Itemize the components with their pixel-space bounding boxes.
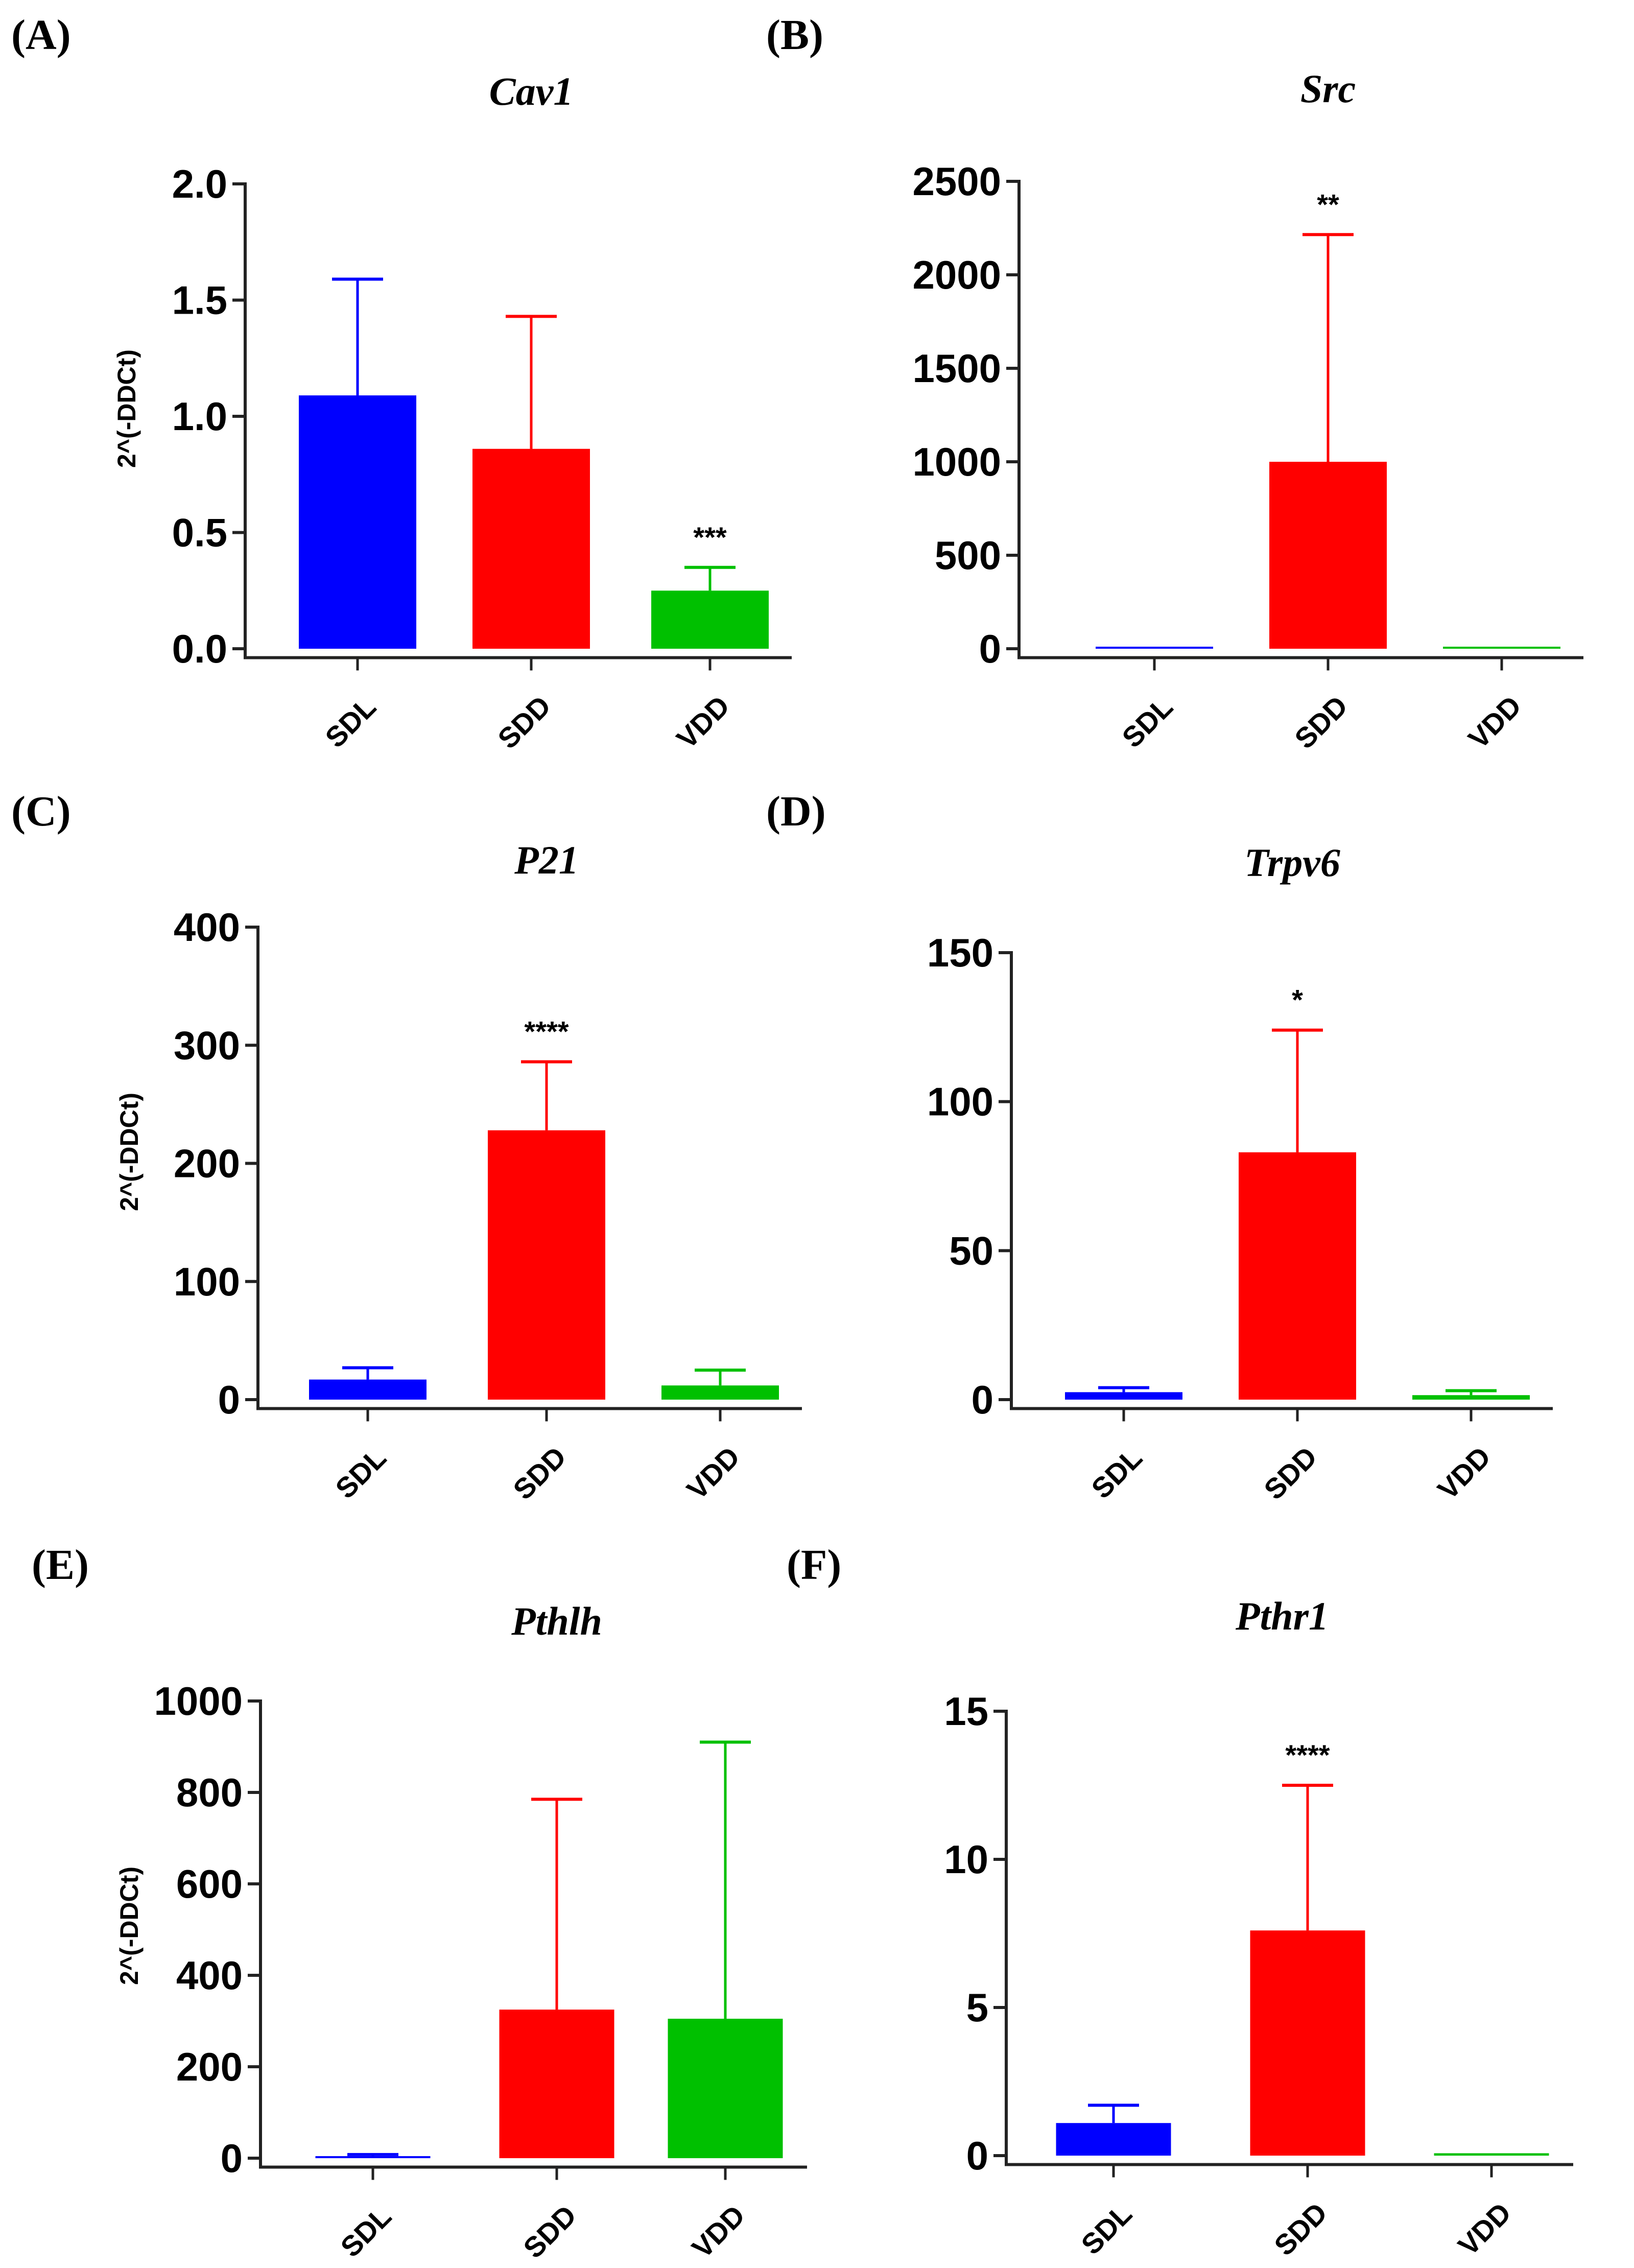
x-tick-label-vdd: VDD [1462, 690, 1527, 755]
bar-sdd [1269, 462, 1387, 649]
y-tick-label: 50 [949, 1228, 993, 1273]
y-tick-label: 400 [176, 1953, 243, 1998]
significance-marker: **** [524, 1015, 569, 1048]
panel-label: (E) [32, 1541, 89, 1589]
chart-title: Trpv6 [1244, 840, 1340, 885]
bar-sdl [1056, 2123, 1171, 2156]
chart-title: Cav1 [489, 69, 574, 113]
x-tick-label-sdl: SDL [1116, 691, 1179, 754]
y-tick-label: 5 [966, 1985, 988, 2030]
y-tick-label: 150 [927, 930, 993, 975]
y-tick-label: 600 [176, 1861, 243, 1906]
bar-vdd [1434, 2153, 1549, 2156]
x-tick-label-vdd: VDD [1452, 2196, 1517, 2262]
bar-sdd [1250, 1930, 1365, 2156]
bar-sdl [309, 1379, 427, 1400]
panel-f: (F) Pthr1 0 5 10 15 SDL **** SDD VDD [766, 1527, 1573, 2268]
bar-sdd [1239, 1152, 1356, 1400]
x-tick-label-sdl: SDL [319, 691, 382, 754]
y-tick-label: 2000 [912, 252, 1001, 297]
bar-sdl [1096, 647, 1213, 649]
x-tick-label-sdd: SDD [507, 1440, 572, 1506]
x-tick-label-vdd: VDD [685, 2199, 751, 2264]
x-tick-label-sdd: SDD [491, 690, 557, 755]
panel-b: (B) Src 0 500 1000 1500 2000 2500 SDL ** SDD VDD [766, 0, 1583, 755]
bar-sdl [315, 2156, 431, 2158]
y-tick-label: 1.0 [172, 394, 227, 439]
x-tick-label-sdl: SDL [1075, 2198, 1138, 2261]
y-tick-label: 2500 [912, 159, 1001, 204]
x-tick-label-sdl: SDL [329, 1442, 392, 1505]
bar-vdd [651, 590, 769, 649]
chart-src: Src 0 500 1000 1500 2000 2500 SDL ** SDD VDD [912, 66, 1583, 755]
y-tick-label: 0.0 [172, 626, 227, 671]
y-tick-label: 100 [174, 1259, 240, 1304]
panel-d: (D) Trpv6 0 50 100 150 SDL * SDD VDD [766, 771, 1563, 1512]
panel-label: (F) [787, 1541, 842, 1589]
y-tick-label: 0 [221, 2136, 243, 2181]
y-tick-label: 1000 [912, 439, 1001, 484]
chart-pthr1: Pthr1 0 5 10 15 SDL **** SDD VDD [944, 1594, 1573, 2262]
y-tick-label: 200 [176, 2044, 243, 2089]
x-tick-label-sdd: SDD [517, 2199, 582, 2264]
panel-e: (E) Pthlh 0 200 400 600 800 1000 2^(-DDCt) SDL SD… [0, 1527, 807, 2268]
panel-label: (A) [11, 11, 71, 59]
y-tick-label: 1.5 [172, 278, 227, 323]
chart-title: Pthr1 [1235, 1594, 1329, 1638]
chart-pthlh: Pthlh 0 200 400 600 800 1000 2^(-DDCt) SDL SDD VDD [115, 1599, 807, 2264]
y-tick-label: 0 [966, 2133, 988, 2178]
x-tick-label-vdd: VDD [680, 1440, 746, 1506]
y-tick-label: 0 [218, 1377, 240, 1422]
bar-vdd [661, 1385, 779, 1400]
y-tick-label: 300 [174, 1023, 240, 1068]
bar-vdd [1412, 1395, 1530, 1400]
y-tick-label: 100 [927, 1079, 993, 1124]
y-tick-label: 0.5 [172, 510, 227, 555]
chart-p21: P21 0 100 200 300 400 2^(-DDCt) SDL **** SDD VDD [115, 838, 802, 1506]
significance-marker: **** [1285, 1739, 1330, 1771]
x-tick-label-sdl: SDL [1085, 1442, 1148, 1505]
bar-vdd [668, 2019, 783, 2158]
bar-sdl [299, 395, 416, 649]
y-tick-label: 0 [979, 626, 1001, 671]
panel-label: (D) [766, 788, 826, 835]
panel-label: (C) [11, 788, 71, 835]
y-tick-label: 800 [176, 1770, 243, 1815]
y-tick-label: 2.0 [172, 161, 227, 206]
chart-trpv6: Trpv6 0 50 100 150 SDL * SDD VDD [927, 840, 1553, 1506]
x-tick-label-vdd: VDD [670, 690, 736, 755]
y-tick-label: 1500 [912, 346, 1001, 391]
y-tick-label: 400 [174, 905, 240, 950]
y-axis-label: 2^(-DDCt) [115, 1867, 144, 1985]
x-tick-label-vdd: VDD [1431, 1440, 1497, 1506]
panel-a: (A) Cav1 0.0 0.5 1.0 1.5 2.0 2^(-DDCt) SDL SDD **… [0, 0, 797, 755]
bar-sdd [472, 448, 590, 649]
x-tick-label-sdl: SDL [334, 2200, 397, 2263]
chart-cav1: Cav1 0.0 0.5 1.0 1.5 2.0 2^(-DDCt) SDL SDD *** VDD [112, 69, 792, 755]
y-tick-label: 500 [935, 533, 1001, 578]
significance-marker: * [1292, 984, 1303, 1016]
y-tick-label: 15 [944, 1689, 988, 1734]
chart-title: P21 [514, 838, 579, 882]
y-tick-label: 200 [174, 1141, 240, 1186]
y-tick-label: 0 [972, 1377, 993, 1422]
significance-marker: *** [693, 521, 727, 553]
panel-label: (B) [766, 11, 823, 59]
y-axis-label: 2^(-DDCt) [115, 1093, 144, 1211]
bar-sdd [488, 1130, 605, 1400]
panel-c: (C) P21 0 100 200 300 400 2^(-DDCt) SDL **** SDD V… [0, 771, 802, 1512]
y-tick-label: 10 [944, 1837, 988, 1882]
y-axis-label: 2^(-DDCt) [112, 349, 141, 468]
x-tick-label-sdd: SDD [1268, 2196, 1333, 2262]
bar-sdd [499, 2010, 614, 2158]
x-tick-label-sdd: SDD [1288, 690, 1354, 755]
y-tick-label: 1000 [154, 1679, 243, 1723]
bar-sdl [1065, 1392, 1182, 1400]
x-tick-label-sdd: SDD [1258, 1440, 1323, 1506]
bar-vdd [1443, 647, 1560, 649]
chart-title: Src [1300, 66, 1356, 111]
chart-title: Pthlh [511, 1599, 602, 1643]
significance-marker: ** [1317, 188, 1339, 220]
